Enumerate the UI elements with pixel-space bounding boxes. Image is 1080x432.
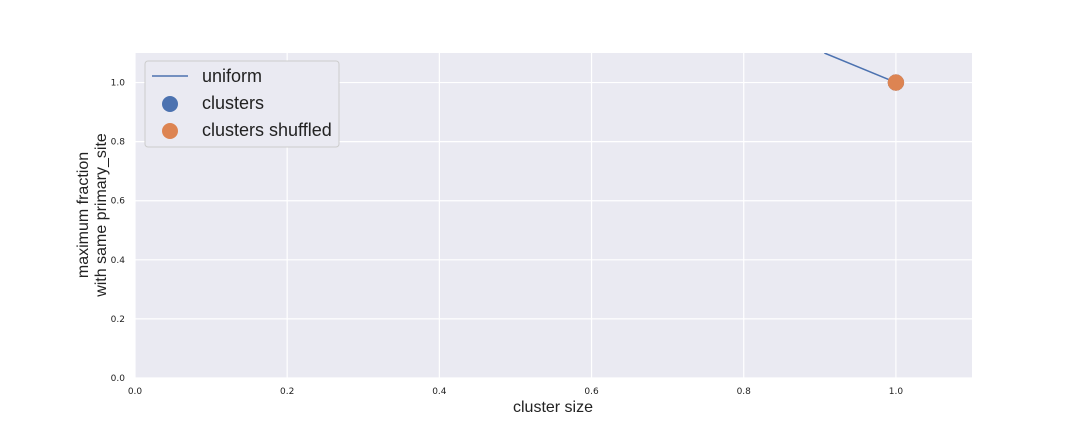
x-tick-label: 0.6 bbox=[584, 387, 599, 397]
y-tick-labels: 0.0 0.2 0.4 0.6 0.8 1.0 bbox=[111, 79, 126, 384]
y-tick-label: 0.6 bbox=[111, 197, 126, 207]
legend-box bbox=[144, 60, 340, 148]
y-axis-label: maximum fraction with same primary_site bbox=[75, 133, 110, 298]
y-tick-label: 0.8 bbox=[111, 138, 126, 148]
series-line-uniform bbox=[824, 53, 897, 84]
x-tick-label: 0.0 bbox=[128, 387, 143, 397]
y-tick-label: 0.2 bbox=[111, 315, 125, 325]
legend-label-clusters: clusters bbox=[202, 93, 264, 113]
x-tick-labels: 0.0 0.2 0.4 0.6 0.8 1.0 bbox=[128, 387, 903, 397]
x-axis-label: cluster size bbox=[513, 399, 593, 416]
x-tick-label: 0.4 bbox=[432, 387, 447, 397]
legend-label-uniform: uniform bbox=[202, 66, 262, 86]
x-tick-label: 1.0 bbox=[889, 387, 904, 397]
x-tick-label: 0.2 bbox=[280, 387, 294, 397]
y-tick-label: 0.4 bbox=[111, 256, 126, 266]
x-tick-label: 0.8 bbox=[737, 387, 752, 397]
y-tick-label: 1.0 bbox=[111, 79, 126, 89]
data-marks bbox=[824, 53, 905, 91]
legend-marker-clusters bbox=[162, 96, 178, 112]
legend-label-clusters-shuffled: clusters shuffled bbox=[202, 120, 332, 140]
y-tick-label: 0.0 bbox=[111, 374, 126, 384]
y-axis-label-line-1: maximum fraction bbox=[75, 152, 92, 278]
legend: uniform clusters clusters shuffled bbox=[144, 60, 340, 148]
legend-marker-clusters-shuffled bbox=[162, 123, 178, 139]
point-clusters-shuffled bbox=[887, 74, 905, 91]
y-axis-label-line-2: with same primary_site bbox=[93, 133, 110, 298]
